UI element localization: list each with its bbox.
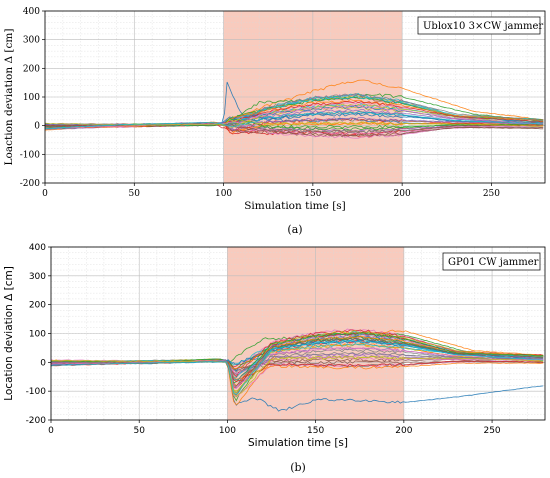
y-tick-label: 0	[34, 122, 40, 132]
y-tick-label: 400	[29, 243, 46, 253]
panel-b-tick-labels: 0 50 100 150 200 250 -200 -100 0 100 200 300 400	[26, 243, 501, 436]
y-tick-label: -100	[20, 150, 40, 160]
x-tick-label: 150	[307, 426, 324, 436]
panel-a: 0 50 100 150 200 250 -200 -100 0 100 200 300 400 Ubl…	[3, 7, 546, 236]
y-tick-label: 300	[23, 36, 40, 46]
panel-a-series-lines	[44, 79, 544, 139]
x-tick-label: 250	[483, 426, 500, 436]
x-tick-label: 250	[483, 189, 500, 199]
y-tick-label: -100	[26, 387, 47, 397]
panel-b-series-lines	[50, 328, 544, 412]
x-tick-label: 100	[215, 189, 232, 199]
y-tick-label: 200	[29, 301, 46, 311]
panel-b-annotation: GP01 CW jammer	[448, 257, 539, 268]
panel-a-tick-labels: 0 50 100 150 200 250 -200 -100 0 100 200 300 400	[20, 7, 501, 199]
series-line	[44, 122, 544, 137]
y-tick-label: 200	[23, 64, 40, 74]
x-tick-label: 150	[304, 189, 321, 199]
panel-b-caption: (b)	[290, 461, 306, 474]
panel-a-annotation: Ublox10 3×CW jammer	[423, 21, 543, 32]
y-tick-label: -200	[20, 179, 40, 189]
y-tick-label: 0	[40, 358, 46, 368]
y-tick-label: 100	[23, 93, 40, 103]
series-line	[51, 355, 544, 392]
panel-b-legend-box: GP01 CW jammer	[442, 252, 541, 271]
series-line	[50, 339, 544, 395]
y-tick-label: -200	[26, 416, 47, 426]
panel-a-y-axis-label: Loaction deviation Δ [cm]	[3, 29, 15, 166]
x-tick-label: 200	[394, 189, 411, 199]
x-tick-label: 50	[133, 426, 145, 436]
x-tick-label: 200	[395, 426, 412, 436]
y-tick-label: 400	[23, 7, 40, 17]
x-tick-label: 0	[42, 189, 48, 199]
series-line	[45, 104, 544, 129]
panel-a-legend-box: Ublox10 3×CW jammer	[417, 16, 543, 35]
y-tick-label: 100	[29, 330, 46, 340]
series-line	[44, 110, 544, 130]
x-tick-label: 0	[48, 426, 54, 436]
x-tick-label: 100	[219, 426, 236, 436]
series-line	[44, 98, 544, 129]
panel-b: 0 50 100 150 200 250 -200 -100 0 100 200 300 400 GP0…	[3, 243, 546, 474]
x-tick-label: 50	[129, 189, 141, 199]
panel-b-x-axis-label: Simulation time [s]	[248, 437, 348, 449]
panel-a-caption: (a)	[287, 223, 302, 236]
panel-a-x-axis-label: Simulation time [s]	[244, 200, 346, 212]
y-tick-label: 300	[29, 272, 46, 282]
panel-b-y-axis-label: Location deviation Δ [cm]	[3, 266, 15, 401]
